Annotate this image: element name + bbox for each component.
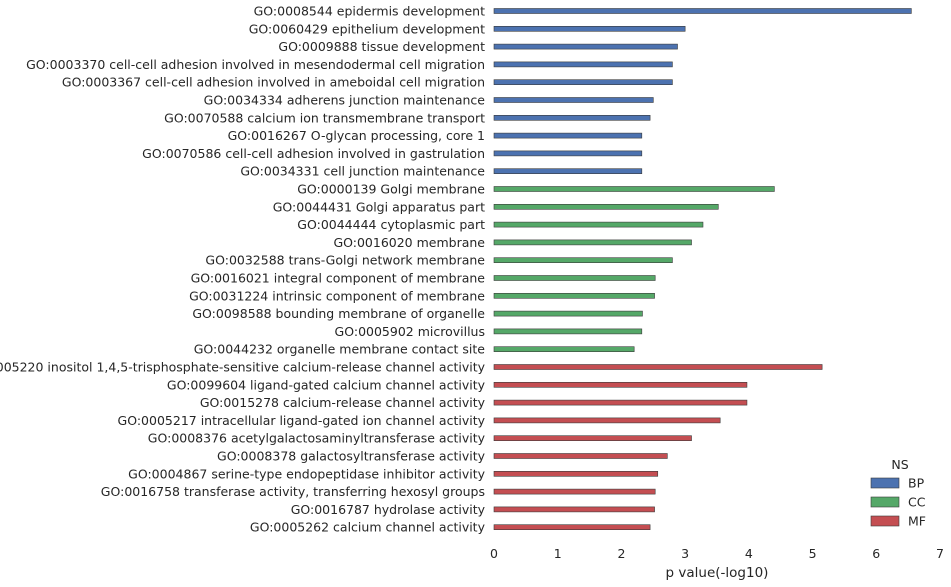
- legend-label-mf: MF: [908, 514, 926, 529]
- bar-9: [493, 150, 643, 157]
- category-label-14: GO:0016020 membrane: [333, 235, 485, 250]
- category-label-4: GO:0003370 cell-cell adhesion involved i…: [26, 57, 485, 72]
- bar-6: [493, 97, 654, 103]
- category-label-20: GO:0044232 organelle membrane contact si…: [194, 342, 486, 357]
- category-labels-layer: GO:0008544 epidermis development GO:00604…: [0, 4, 486, 535]
- category-label-30: GO:0005262 calcium channel activity: [250, 520, 486, 535]
- x-tick-label-1: 1: [554, 546, 562, 561]
- x-axis-title: p value(-log10): [666, 565, 769, 581]
- x-tick-label-0: 0: [490, 546, 498, 561]
- bar-18: [493, 310, 643, 317]
- category-label-5: GO:0003367 cell-cell adhesion involved i…: [62, 75, 485, 90]
- category-label-6: GO:0034334 adherens junction maintenance: [204, 93, 486, 108]
- category-label-24: GO:0005217 intracellular ligand-gated io…: [118, 413, 486, 428]
- category-label-8: GO:0016267 O-glycan processing, core 1: [228, 128, 485, 143]
- x-tick-label-6: 6: [872, 546, 880, 561]
- bar-3: [493, 43, 678, 50]
- bar-28: [493, 488, 656, 495]
- bar-11: [493, 186, 775, 192]
- category-label-19: GO:0005902 microvillus: [335, 324, 485, 339]
- legend-swatch-cc: [870, 496, 900, 508]
- bar-20: [493, 346, 635, 353]
- x-tick-label-4: 4: [745, 546, 753, 561]
- legend-label-cc: CC: [908, 495, 926, 510]
- bar-7: [493, 115, 651, 121]
- bar-19: [493, 328, 643, 335]
- category-label-21: GO:0005220 inositol 1,4,5-trisphosphate-…: [0, 360, 486, 375]
- legend-label-bp: BP: [908, 476, 925, 491]
- bar-17: [493, 292, 655, 299]
- bar-23: [493, 399, 748, 406]
- bar-13: [493, 221, 704, 228]
- x-tick-label-5: 5: [809, 546, 817, 561]
- bar-10: [493, 168, 643, 174]
- x-axis-ticks-layer: 0 1 2 3 4 5 6 7: [490, 546, 944, 561]
- category-label-9: GO:0070586 cell-cell adhesion involved i…: [142, 146, 485, 161]
- legend-swatch-mf: [870, 515, 900, 527]
- category-label-12: GO:0044431 Golgi apparatus part: [273, 199, 485, 214]
- bar-14: [493, 239, 692, 246]
- x-tick-label-3: 3: [681, 546, 689, 561]
- category-label-25: GO:0008376 acetylgalactosaminyltransfera…: [148, 431, 486, 446]
- bar-1: [493, 8, 912, 14]
- bar-22: [493, 381, 748, 388]
- bar-16: [493, 275, 656, 281]
- bar-4: [493, 61, 673, 68]
- category-label-28: GO:0016758 transferase activity, transfe…: [101, 484, 485, 499]
- category-label-13: GO:0044444 cytoplasmic part: [297, 217, 485, 232]
- category-label-10: GO:0034331 cell junction maintenance: [240, 164, 485, 179]
- x-tick-label-7: 7: [936, 546, 944, 561]
- legend-swatch-bp: [870, 477, 900, 489]
- bar-21: [493, 364, 823, 370]
- category-label-11: GO:0000139 Golgi membrane: [297, 182, 485, 197]
- category-label-18: GO:0098588 bounding membrane of organell…: [192, 306, 485, 321]
- bar-30: [493, 524, 651, 531]
- bar-8: [493, 132, 643, 139]
- category-label-2: GO:0060429 epithelium development: [249, 21, 485, 36]
- bar-2: [493, 25, 686, 32]
- bar-15: [493, 257, 673, 264]
- bar-27: [493, 470, 659, 477]
- category-label-1: GO:0008544 epidermis development: [254, 4, 485, 19]
- bar-5: [493, 79, 673, 85]
- bar-29: [493, 506, 655, 513]
- category-label-29: GO:0016787 hydrolase activity: [291, 502, 486, 517]
- bar-26: [493, 453, 668, 459]
- bar-24: [493, 417, 721, 424]
- legend-entries: BP CC MF: [870, 476, 926, 529]
- category-label-27: GO:0004867 serine-type endopeptidase inh…: [128, 466, 485, 481]
- category-label-3: GO:0009888 tissue development: [278, 39, 485, 54]
- bar-25: [493, 435, 692, 442]
- category-label-7: GO:0070588 calcium ion transmembrane tra…: [164, 110, 485, 125]
- category-label-26: GO:0008378 galactosyltransferase activit…: [217, 449, 486, 464]
- category-label-16: GO:0016021 integral component of membran…: [191, 271, 486, 286]
- legend-title: NS: [891, 457, 908, 472]
- bars-layer: [493, 8, 912, 531]
- bar-12: [493, 204, 719, 210]
- category-label-17: GO:0031224 intrinsic component of membra…: [189, 288, 485, 303]
- category-label-22: GO:0099604 ligand-gated calcium channel …: [167, 377, 486, 392]
- category-label-23: GO:0015278 calcium-release channel activ…: [200, 395, 486, 410]
- category-label-15: GO:0032588 trans-Golgi network membrane: [205, 253, 485, 268]
- legend: NS BP CC MF: [870, 457, 926, 529]
- x-tick-label-2: 2: [617, 546, 625, 561]
